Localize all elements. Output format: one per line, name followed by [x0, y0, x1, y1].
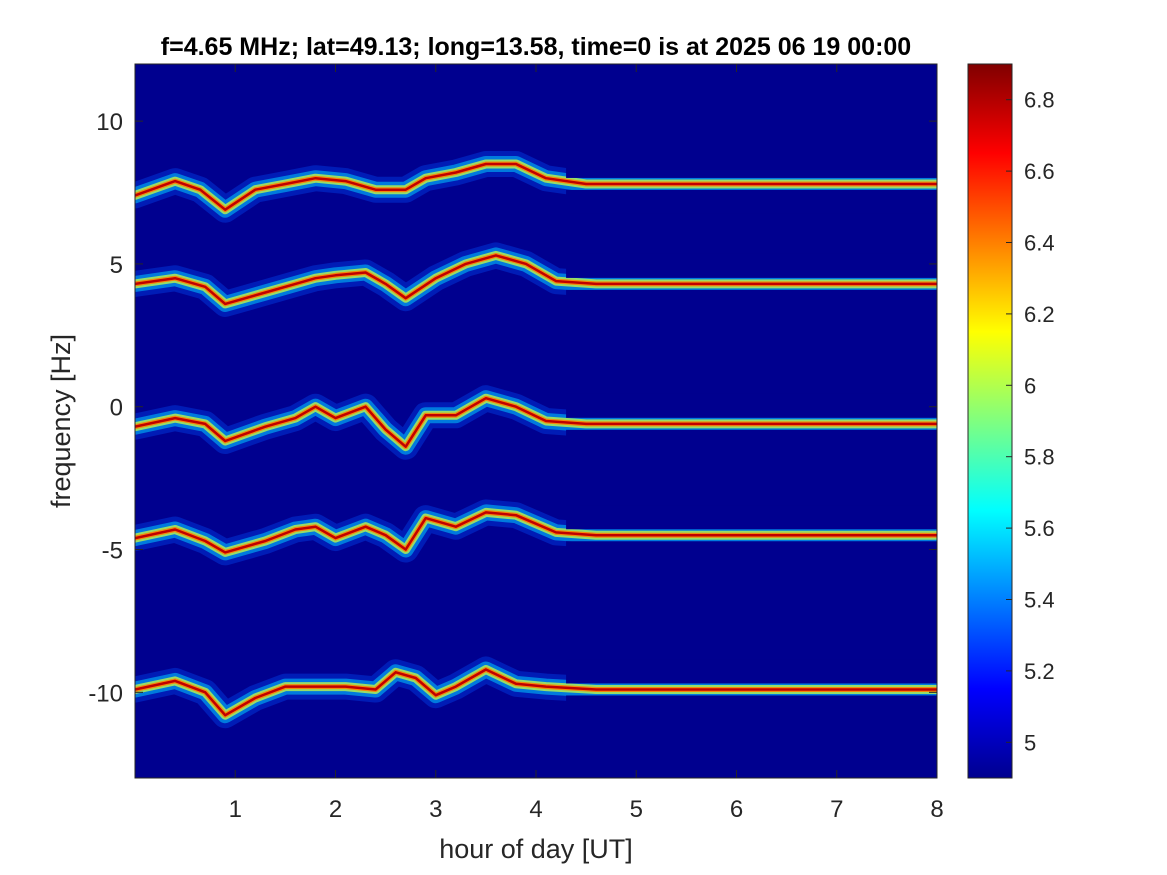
- quiet-mask-upper: [566, 505, 937, 530]
- trace-1-layer-4: [135, 254, 937, 306]
- colorbar-tick-label: 5.8: [1024, 445, 1055, 470]
- quiet-mask-lower: [566, 695, 937, 720]
- spectrogram-traces: [135, 151, 937, 729]
- colorbar: [967, 63, 1013, 779]
- colorbar-tick-label: 6.8: [1024, 88, 1055, 113]
- trace-3-layer-4: [135, 511, 937, 554]
- chart-title: f=4.65 MHz; lat=49.13; long=13.58, time=…: [161, 33, 911, 61]
- colorbar-ticks: 6.8 6.6 6.4 6.2 6 5.8 5.6 5.4 5.2 5: [1006, 88, 1055, 755]
- y-tick-label: -10: [88, 680, 123, 707]
- quiet-mask-lower: [566, 189, 937, 214]
- quiet-mask-lower: [566, 429, 937, 454]
- colorbar-tick-label: 5.6: [1024, 516, 1055, 541]
- y-tick-label: 0: [110, 395, 123, 422]
- colorbar-tick-label: 5.2: [1024, 659, 1055, 684]
- x-tick-label: 1: [229, 796, 242, 823]
- x-tick-label: 4: [529, 796, 542, 823]
- y-tick-label: 5: [110, 252, 123, 279]
- colorbar-tick-label: 6.4: [1024, 231, 1055, 256]
- x-tick-label: 8: [930, 796, 943, 823]
- quiet-regime: [566, 153, 937, 720]
- quiet-mask-lower: [566, 289, 937, 314]
- y-axis-ticks: 10 5 0 -5 -10: [88, 109, 937, 707]
- x-axis-ticks: 1 2 3 4 5 6 7 8: [229, 64, 944, 823]
- quiet-mask-upper: [566, 253, 937, 278]
- x-tick-label: 2: [329, 796, 342, 823]
- quiet-mask-upper: [566, 659, 937, 684]
- trace-0-layer-4: [135, 162, 937, 211]
- y-axis-label: frequency [Hz]: [46, 334, 76, 508]
- x-tick-label: 5: [630, 796, 643, 823]
- colorbar-tick-label: 5.4: [1024, 588, 1055, 613]
- trace-2-layer-4: [135, 396, 937, 448]
- y-tick-label: 10: [96, 109, 123, 136]
- quiet-mask-upper: [566, 153, 937, 178]
- quiet-mask-upper: [566, 393, 937, 418]
- x-axis-label: hour of day [UT]: [439, 834, 633, 864]
- trace-4-layer-4: [135, 668, 937, 717]
- colorbar-tick-label: 6.6: [1024, 159, 1055, 184]
- x-tick-label: 7: [830, 796, 843, 823]
- y-tick-label: -5: [102, 538, 123, 565]
- colorbar-tick-label: 6: [1024, 373, 1036, 398]
- x-tick-label: 6: [730, 796, 743, 823]
- quiet-mask-lower: [566, 541, 937, 566]
- x-tick-label: 3: [429, 796, 442, 823]
- colorbar-tick-label: 5: [1024, 730, 1036, 755]
- colorbar-tick-label: 6.2: [1024, 302, 1055, 327]
